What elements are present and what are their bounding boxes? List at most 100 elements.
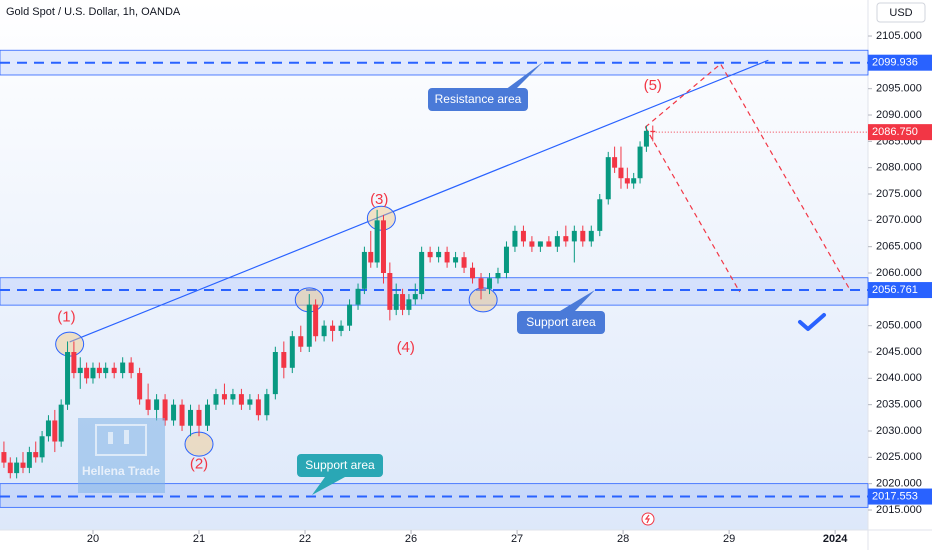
x-tick-label: 20 <box>87 533 99 545</box>
candle-body <box>571 230 577 242</box>
candle-body <box>103 367 109 374</box>
candle-body <box>179 404 185 426</box>
checkmark <box>798 313 826 331</box>
candle-body <box>512 230 518 247</box>
watermark-text: Hellena Trade <box>82 464 160 478</box>
last-price-box <box>868 124 932 141</box>
candle-body <box>650 130 656 133</box>
callout-box <box>297 454 383 477</box>
level-price-box <box>868 282 932 299</box>
candle-body <box>90 367 96 379</box>
callout-box <box>428 88 528 111</box>
projection-path <box>644 63 851 291</box>
candle-body <box>554 236 560 247</box>
candle-body <box>637 146 643 179</box>
candle-body <box>387 273 393 310</box>
candle-body <box>65 351 71 405</box>
candle-body <box>412 294 418 300</box>
candle-body <box>1 452 7 463</box>
candle-body <box>588 230 594 242</box>
currency-button[interactable] <box>876 2 926 23</box>
candle-body <box>77 367 83 374</box>
candle-body <box>111 367 117 374</box>
wave-label: (5) <box>644 77 662 94</box>
candle-body <box>238 394 244 405</box>
candle-body <box>338 325 344 331</box>
candle-body <box>624 178 630 184</box>
chart-title: Gold Spot / U.S. Dollar, 1h, OANDA <box>6 6 181 18</box>
candle-body <box>58 404 64 442</box>
candle-body <box>374 220 380 263</box>
candle-body <box>406 299 412 310</box>
candle-body <box>643 130 649 147</box>
candle-body <box>7 462 13 474</box>
x-tick-label: 22 <box>299 533 311 545</box>
wave-label: (3) <box>370 191 388 208</box>
y-tick-label: 2050.000 <box>876 320 922 332</box>
candle-body <box>298 336 304 347</box>
candle-body <box>419 251 425 295</box>
candle-body <box>436 251 442 258</box>
candle-body <box>597 199 603 231</box>
candle-body <box>393 294 399 310</box>
y-tick-label: 2020.000 <box>876 478 922 490</box>
wave-label: (2) <box>190 456 208 473</box>
x-tick-label: 2024 <box>823 533 848 545</box>
candle-body <box>188 409 194 426</box>
last-price-label: 2086.750 <box>872 126 918 138</box>
y-tick-label: 2030.000 <box>876 425 922 437</box>
candle-body <box>128 362 134 374</box>
watermark-icon <box>95 424 147 456</box>
candle-body <box>605 157 611 200</box>
candle-body <box>563 236 569 242</box>
candle-body <box>612 157 618 168</box>
candle-body <box>264 394 270 416</box>
candle-body <box>355 288 361 305</box>
candle-body <box>537 241 543 247</box>
candle-body <box>495 273 501 279</box>
candle-body <box>255 399 261 416</box>
projection-path <box>644 126 741 293</box>
y-tick-label: 2105.000 <box>876 30 922 42</box>
y-tick-label: 2040.000 <box>876 372 922 384</box>
level-price-label: 2017.553 <box>872 490 918 502</box>
candle-body <box>221 394 227 400</box>
candle-body <box>204 404 210 426</box>
candle-body <box>213 394 219 405</box>
candle-body <box>137 373 143 400</box>
candle-body <box>580 230 586 242</box>
level-price-label: 2056.761 <box>872 284 918 296</box>
candle-body <box>145 399 151 410</box>
candle-body <box>631 178 637 184</box>
y-tick-label: 2080.000 <box>876 162 922 174</box>
candle-body <box>45 420 51 437</box>
candle-body <box>196 409 202 426</box>
candle-body <box>281 351 287 368</box>
trendline <box>69 59 769 343</box>
candle-body <box>171 404 177 421</box>
y-tick-label: 2095.000 <box>876 83 922 95</box>
x-tick-label: 21 <box>193 533 205 545</box>
candle-body <box>162 399 168 421</box>
level-price-box <box>868 54 932 71</box>
candle-body <box>478 278 484 289</box>
candle-body <box>14 462 20 474</box>
candle-body <box>380 220 386 274</box>
candle-body <box>247 399 253 405</box>
candle-body <box>230 394 236 400</box>
zone <box>0 277 869 306</box>
candle-body <box>503 246 509 274</box>
candle-body <box>33 452 39 458</box>
candle-body <box>120 362 126 374</box>
candle-body <box>546 241 552 247</box>
currency-label[interactable]: USD <box>889 7 912 19</box>
x-tick-label: 28 <box>617 533 629 545</box>
y-tick-label: 2045.000 <box>876 346 922 358</box>
candle-body <box>487 278 493 289</box>
callout-pointer <box>312 477 345 495</box>
candle-body <box>618 167 624 179</box>
candle-body <box>84 367 90 379</box>
y-tick-label: 2075.000 <box>876 188 922 200</box>
candle-body <box>321 325 327 337</box>
